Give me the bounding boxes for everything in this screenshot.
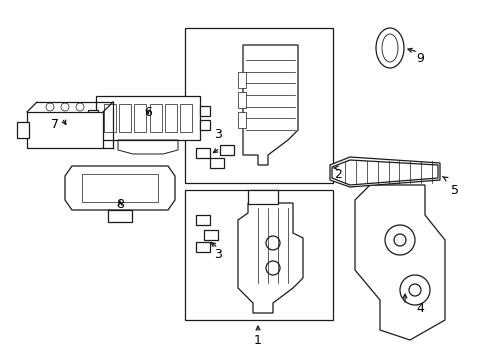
Polygon shape — [354, 185, 444, 340]
Bar — [200, 120, 209, 130]
Bar — [82, 174, 158, 202]
Ellipse shape — [381, 34, 397, 62]
Ellipse shape — [375, 28, 403, 68]
Bar — [164, 104, 177, 132]
Bar — [200, 106, 209, 116]
Bar — [149, 104, 161, 132]
Circle shape — [408, 284, 420, 296]
Polygon shape — [238, 203, 303, 313]
Polygon shape — [196, 242, 209, 252]
Bar — [108, 210, 132, 222]
Bar — [27, 112, 103, 148]
Polygon shape — [243, 45, 297, 165]
Bar — [247, 190, 278, 204]
Circle shape — [265, 261, 280, 275]
Bar — [180, 104, 192, 132]
Circle shape — [384, 225, 414, 255]
Text: 2: 2 — [333, 168, 341, 181]
Text: 6: 6 — [144, 105, 152, 118]
Bar — [17, 122, 29, 138]
Bar — [184, 28, 332, 183]
Bar — [238, 92, 245, 108]
Circle shape — [61, 103, 69, 111]
Polygon shape — [65, 166, 175, 210]
Text: 5: 5 — [450, 184, 458, 197]
Circle shape — [265, 236, 280, 250]
Bar — [119, 104, 131, 132]
Polygon shape — [209, 158, 224, 168]
Bar — [134, 104, 146, 132]
Polygon shape — [220, 145, 234, 155]
Polygon shape — [196, 215, 209, 225]
Text: 8: 8 — [116, 198, 124, 211]
Circle shape — [46, 103, 54, 111]
Text: 3: 3 — [214, 129, 222, 141]
Bar — [96, 96, 200, 140]
Bar — [238, 112, 245, 128]
Circle shape — [76, 103, 84, 111]
Circle shape — [393, 234, 405, 246]
Bar — [104, 104, 116, 132]
Text: 7: 7 — [51, 118, 59, 131]
Bar — [88, 110, 98, 126]
Text: 3: 3 — [214, 248, 222, 261]
Polygon shape — [196, 148, 209, 158]
Bar — [184, 190, 332, 320]
Text: 1: 1 — [254, 333, 262, 346]
Circle shape — [399, 275, 429, 305]
Polygon shape — [203, 230, 218, 240]
Text: 4: 4 — [415, 302, 423, 315]
Text: 9: 9 — [415, 51, 423, 64]
Bar — [238, 72, 245, 88]
Polygon shape — [329, 157, 439, 187]
